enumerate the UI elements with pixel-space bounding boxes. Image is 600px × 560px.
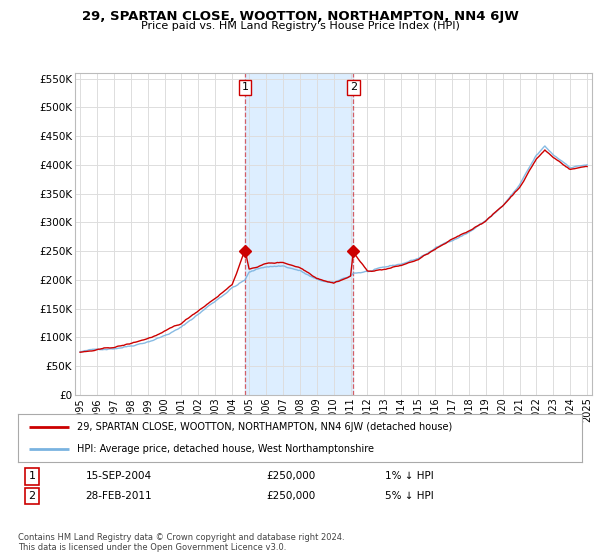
Text: £250,000: £250,000	[266, 472, 316, 482]
Text: 1: 1	[29, 472, 35, 482]
Text: 2: 2	[29, 491, 35, 501]
Text: 1: 1	[241, 82, 248, 92]
Text: 28-FEB-2011: 28-FEB-2011	[86, 491, 152, 501]
Text: 2: 2	[350, 82, 357, 92]
Text: Contains HM Land Registry data © Crown copyright and database right 2024.: Contains HM Land Registry data © Crown c…	[18, 533, 344, 542]
Text: HPI: Average price, detached house, West Northamptonshire: HPI: Average price, detached house, West…	[77, 444, 374, 454]
Text: 5% ↓ HPI: 5% ↓ HPI	[385, 491, 433, 501]
Text: 29, SPARTAN CLOSE, WOOTTON, NORTHAMPTON, NN4 6JW (detached house): 29, SPARTAN CLOSE, WOOTTON, NORTHAMPTON,…	[77, 422, 452, 432]
Text: 1% ↓ HPI: 1% ↓ HPI	[385, 472, 433, 482]
Text: 15-SEP-2004: 15-SEP-2004	[86, 472, 152, 482]
Text: Price paid vs. HM Land Registry's House Price Index (HPI): Price paid vs. HM Land Registry's House …	[140, 21, 460, 31]
Text: 29, SPARTAN CLOSE, WOOTTON, NORTHAMPTON, NN4 6JW: 29, SPARTAN CLOSE, WOOTTON, NORTHAMPTON,…	[82, 10, 518, 23]
Bar	[245, 73, 353, 395]
Text: £250,000: £250,000	[266, 491, 316, 501]
Text: This data is licensed under the Open Government Licence v3.0.: This data is licensed under the Open Gov…	[18, 543, 286, 552]
